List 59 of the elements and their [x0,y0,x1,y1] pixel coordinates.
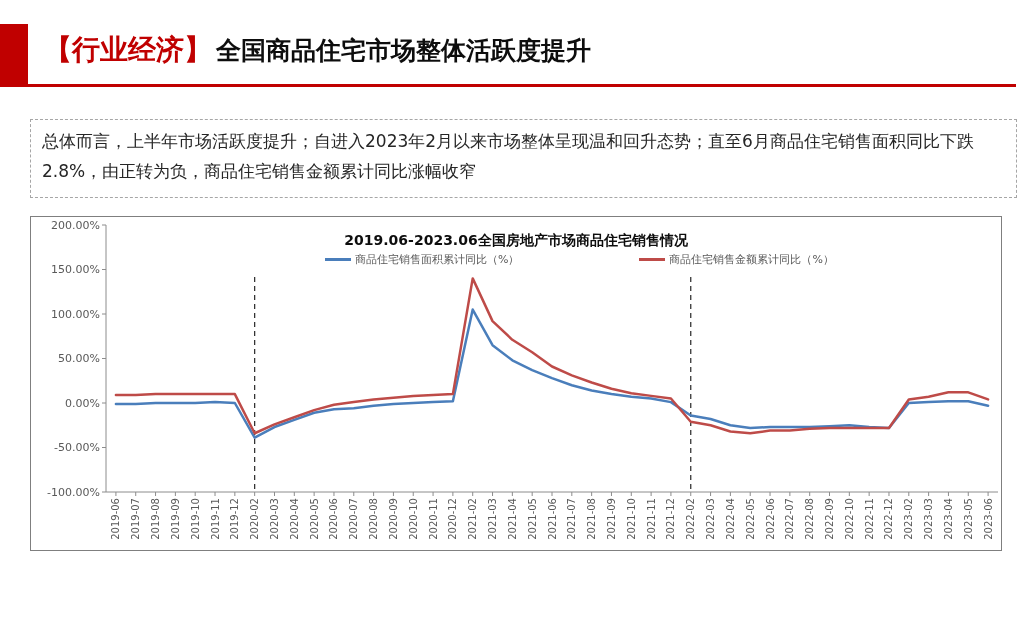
y-tick-label: 100.00% [51,307,100,321]
x-tick-label: 2019-10 [189,498,201,540]
x-tick-label: 2021-02 [467,498,479,540]
x-tick-label: 2021-11 [645,498,657,540]
x-tick-label: 2020-04 [288,498,300,540]
line-series [114,308,990,439]
x-tick-label: 2020-11 [427,498,439,540]
x-tick-label: 2022-05 [744,498,756,540]
x-tick-label: 2021-04 [506,498,518,540]
x-tick-label: 2023-06 [982,498,994,540]
legend-label: 商品住宅销售面积累计同比（%） [355,252,520,267]
x-tick-label: 2020-09 [387,498,399,540]
x-tick-label: 2019-07 [130,498,142,540]
text: 总体而言，上半年市场活跃度提升；自进入2023年2月以来市场整体呈现温和回升态势；直至6月商品住宅销售面积同比下跌2.8%，由正转为负，商品住宅销售金额累计同比涨幅收窄 [42,130,975,183]
x-tick-label: 2022-02 [685,498,697,540]
x-tick-label: 2020-03 [268,498,280,540]
x-tick-label: 2019-06 [110,498,122,540]
legend-label: 商品住宅销售金额累计同比（%） [669,252,834,267]
x-tick-label: 2023-03 [923,498,935,540]
x-tick-label: 2021-07 [566,498,578,540]
x-tick-label: 2019-08 [150,498,162,540]
line-series [114,277,990,435]
x-tick-label: 2020-06 [328,498,340,540]
y-tick-label: 0.00% [65,396,100,410]
x-tick-label: 2022-09 [824,498,836,540]
x-tick-label: 2021-06 [546,498,558,540]
text: 2019.06-2023.06全国房地产市场商品住宅销售情况 [343,232,689,250]
y-tick-label: 50.00% [58,352,100,366]
x-tick-label: 2023-02 [903,498,915,540]
x-tick-label: 2020-05 [308,498,320,540]
x-tick-label: 2023-04 [942,498,954,540]
x-tick-label: 2021-05 [526,498,538,540]
x-tick-label: 2020-07 [348,498,360,540]
x-tick-label: 2021-10 [625,498,637,540]
x-tick-label: 2019-12 [229,498,241,540]
x-tick-label: 2023-05 [962,498,974,540]
x-tick-label: 2020-10 [407,498,419,540]
chart-title: 【行业经济】全国商品住宅市场整体活跃度提升 [44,32,591,68]
y-tick-label: -100.00% [47,485,100,499]
y-tick-label: 200.00% [51,218,100,232]
x-tick-label: 2022-10 [843,498,855,540]
x-tick-label: 2019-09 [169,498,181,540]
x-tick-label: 2019-11 [209,498,221,540]
y-tick-label: -50.00% [54,441,100,455]
x-tick-label: 2022-07 [784,498,796,540]
x-tick-label: 2022-08 [804,498,816,540]
x-tick-label: 2022-04 [724,498,736,540]
y-tick-label: 150.00% [51,263,100,277]
x-tick-label: 2021-08 [586,498,598,540]
x-tick-label: 2020-02 [249,498,261,540]
x-tick-label: 2020-08 [368,498,380,540]
x-tick-label: 2022-03 [705,498,717,540]
x-tick-label: 2022-12 [883,498,895,540]
x-tick-label: 2021-09 [605,498,617,540]
x-tick-label: 2021-03 [487,498,499,540]
x-tick-label: 2020-12 [447,498,459,540]
x-tick-label: 2022-11 [863,498,875,540]
x-tick-label: 2022-06 [764,498,776,540]
x-tick-label: 2021-12 [665,498,677,540]
